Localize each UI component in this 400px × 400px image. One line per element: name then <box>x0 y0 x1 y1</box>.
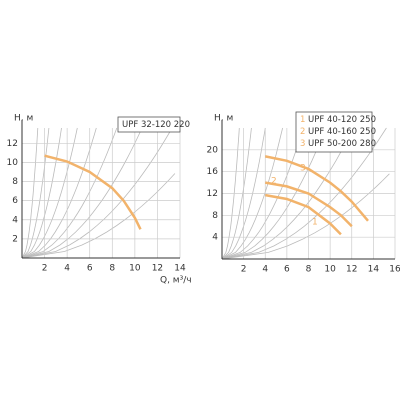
curve-label: 3 <box>300 164 306 174</box>
x-tick-label: 4 <box>64 264 70 274</box>
pump-curve <box>265 155 369 222</box>
y-axis-label: H, м <box>14 114 33 124</box>
x-tick-label: 10 <box>324 265 336 275</box>
legend-box <box>117 116 181 133</box>
legend-label: UPF 32-120 220 <box>122 120 190 130</box>
system-curve <box>221 173 390 260</box>
x-tick-label: 14 <box>368 265 380 275</box>
legend-label: UPF 50-200 280 <box>308 139 376 149</box>
x-tick-label: 12 <box>346 265 357 275</box>
legend: UPF 32-120 220 <box>117 116 190 133</box>
system-curve <box>21 127 50 259</box>
y-axis-label: H, м <box>214 114 233 124</box>
system-curve <box>21 173 176 259</box>
x-tick-label: 2 <box>241 265 247 275</box>
legend-marker: 3 <box>300 139 305 149</box>
y-tick-label: 6 <box>12 196 18 206</box>
y-tick-label: 16 <box>207 167 219 177</box>
system-curve <box>21 127 118 259</box>
legend-marker: 1 <box>300 115 305 125</box>
y-tick-label: 20 <box>207 145 219 155</box>
pump-curve <box>44 154 142 230</box>
x-tick-label: 12 <box>152 264 163 274</box>
y-tick-label: 12 <box>207 189 218 199</box>
legend-label: UPF 40-120 250 <box>308 115 376 125</box>
x-tick-label: 8 <box>306 265 312 275</box>
curve-label: 1 <box>312 218 318 228</box>
y-tick-label: 4 <box>12 215 18 225</box>
y-tick-label: 8 <box>212 211 218 221</box>
x-tick-label: 16 <box>389 265 400 275</box>
pump-curve <box>265 181 353 228</box>
x-tick-label: 10 <box>129 264 141 274</box>
x-tick-label: 2 <box>42 264 48 274</box>
legend-marker: 2 <box>300 127 305 137</box>
pump-curve <box>265 193 342 236</box>
x-axis-label: Q, м³/ч <box>160 276 192 286</box>
system-curve <box>21 127 39 259</box>
x-tick-label: 14 <box>174 264 186 274</box>
y-tick-label: 4 <box>212 233 218 243</box>
legend-box <box>295 111 373 153</box>
y-tick-label: 12 <box>7 139 18 149</box>
x-tick-label: 8 <box>109 264 115 274</box>
y-tick-label: 2 <box>12 234 18 244</box>
system-curve <box>21 127 173 259</box>
y-tick-label: 10 <box>7 158 19 168</box>
x-tick-label: 4 <box>262 265 268 275</box>
x-tick-label: 6 <box>284 265 290 275</box>
x-tick-label: 6 <box>87 264 93 274</box>
system-curve <box>21 127 62 259</box>
curve-label: 2 <box>271 177 277 187</box>
legend-label: UPF 40-160 250 <box>308 127 376 137</box>
y-tick-label: 8 <box>12 177 18 187</box>
system-curve <box>21 127 143 259</box>
